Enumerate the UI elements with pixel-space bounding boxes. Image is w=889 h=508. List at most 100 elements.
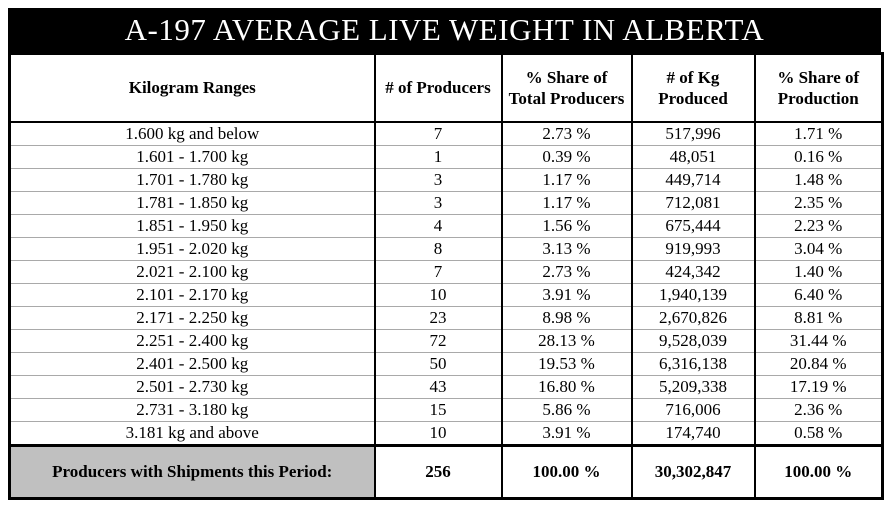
cell-kg: 919,993 bbox=[630, 237, 756, 261]
table-body: 1.600 kg and below 7 2.73 % 517,996 1.71 % 1… bbox=[8, 122, 884, 446]
cell-share-producers: 2.73 % bbox=[500, 122, 633, 146]
column-header-share-total-producers: % Share of Total Producers bbox=[500, 53, 633, 123]
cell-producers: 72 bbox=[373, 329, 503, 353]
cell-producers: 23 bbox=[373, 306, 503, 330]
cell-producers: 15 bbox=[373, 398, 503, 422]
table-row: 2.401 - 2.500 kg 50 19.53 % 6,316,138 20.84 … bbox=[8, 352, 884, 376]
cell-share-producers: 5.86 % bbox=[500, 398, 633, 422]
table-row: 1.781 - 1.850 kg 3 1.17 % 712,081 2.35 % bbox=[8, 191, 884, 215]
cell-share-production: 1.71 % bbox=[753, 122, 884, 146]
table-row: 1.851 - 1.950 kg 4 1.56 % 675,444 2.23 % bbox=[8, 214, 884, 238]
cell-share-production: 0.16 % bbox=[753, 145, 884, 169]
cell-kg: 424,342 bbox=[630, 260, 756, 284]
table-footer: Producers with Shipments this Period: 25… bbox=[8, 444, 884, 499]
cell-share-production: 1.48 % bbox=[753, 168, 884, 192]
table-row: 2.021 - 2.100 kg 7 2.73 % 424,342 1.40 % bbox=[8, 260, 884, 284]
cell-range: 1.951 - 2.020 kg bbox=[8, 237, 376, 261]
cell-range: 2.171 - 2.250 kg bbox=[8, 306, 376, 330]
cell-range: 1.600 kg and below bbox=[8, 122, 376, 146]
cell-share-producers: 3.91 % bbox=[500, 421, 633, 446]
cell-producers: 3 bbox=[373, 191, 503, 215]
cell-share-production: 2.36 % bbox=[753, 398, 884, 422]
cell-range: 1.701 - 1.780 kg bbox=[8, 168, 376, 192]
cell-share-production: 31.44 % bbox=[753, 329, 884, 353]
cell-share-producers: 19.53 % bbox=[500, 352, 633, 376]
cell-range: 1.601 - 1.700 kg bbox=[8, 145, 376, 169]
cell-kg: 174,740 bbox=[630, 421, 756, 446]
cell-kg: 5,209,338 bbox=[630, 375, 756, 399]
cell-kg: 449,714 bbox=[630, 168, 756, 192]
column-header-kg-produced: # of Kg Produced bbox=[630, 53, 756, 123]
table-row: 1.601 - 1.700 kg 1 0.39 % 48,051 0.16 % bbox=[8, 145, 884, 169]
cell-share-producers: 0.39 % bbox=[500, 145, 633, 169]
cell-share-producers: 1.56 % bbox=[500, 214, 633, 238]
cell-producers: 43 bbox=[373, 375, 503, 399]
cell-share-producers: 1.17 % bbox=[500, 191, 633, 215]
column-header-kilogram-ranges: Kilogram Ranges bbox=[8, 53, 376, 123]
table-header: Kilogram Ranges # of Producers % Share o… bbox=[8, 53, 884, 123]
cell-kg: 517,996 bbox=[630, 122, 756, 146]
cell-producers: 10 bbox=[373, 421, 503, 446]
table-row: 1.951 - 2.020 kg 8 3.13 % 919,993 3.04 % bbox=[8, 237, 884, 261]
totals-producers: 256 bbox=[373, 444, 503, 499]
cell-range: 1.781 - 1.850 kg bbox=[8, 191, 376, 215]
cell-range: 2.501 - 2.730 kg bbox=[8, 375, 376, 399]
header-row: Kilogram Ranges # of Producers % Share o… bbox=[8, 53, 884, 123]
table-row: 3.181 kg and above 10 3.91 % 174,740 0.58 % bbox=[8, 421, 884, 446]
cell-share-producers: 3.13 % bbox=[500, 237, 633, 261]
cell-kg: 716,006 bbox=[630, 398, 756, 422]
cell-producers: 7 bbox=[373, 122, 503, 146]
table-row: 2.101 - 2.170 kg 10 3.91 % 1,940,139 6.40 % bbox=[8, 283, 884, 307]
cell-share-producers: 2.73 % bbox=[500, 260, 633, 284]
cell-range: 2.401 - 2.500 kg bbox=[8, 352, 376, 376]
cell-share-producers: 16.80 % bbox=[500, 375, 633, 399]
cell-kg: 6,316,138 bbox=[630, 352, 756, 376]
table-row: 2.501 - 2.730 kg 43 16.80 % 5,209,338 17.19 … bbox=[8, 375, 884, 399]
cell-range: 2.251 - 2.400 kg bbox=[8, 329, 376, 353]
table-row: 2.171 - 2.250 kg 23 8.98 % 2,670,826 8.81 % bbox=[8, 306, 884, 330]
live-weight-table: Kilogram Ranges # of Producers % Share o… bbox=[8, 52, 884, 500]
cell-share-production: 0.58 % bbox=[753, 421, 884, 446]
cell-kg: 675,444 bbox=[630, 214, 756, 238]
table-row: 2.251 - 2.400 kg 72 28.13 % 9,528,039 31.44 … bbox=[8, 329, 884, 353]
table-title: A-197 AVERAGE LIVE WEIGHT IN ALBERTA bbox=[8, 8, 881, 52]
cell-range: 2.101 - 2.170 kg bbox=[8, 283, 376, 307]
cell-share-production: 3.04 % bbox=[753, 237, 884, 261]
cell-share-production: 17.19 % bbox=[753, 375, 884, 399]
totals-share-producers: 100.00 % bbox=[500, 444, 633, 499]
cell-share-production: 2.35 % bbox=[753, 191, 884, 215]
cell-share-producers: 3.91 % bbox=[500, 283, 633, 307]
cell-share-production: 8.81 % bbox=[753, 306, 884, 330]
cell-kg: 1,940,139 bbox=[630, 283, 756, 307]
cell-kg: 712,081 bbox=[630, 191, 756, 215]
totals-kg: 30,302,847 bbox=[630, 444, 756, 499]
cell-kg: 2,670,826 bbox=[630, 306, 756, 330]
cell-range: 3.181 kg and above bbox=[8, 421, 376, 446]
cell-share-production: 2.23 % bbox=[753, 214, 884, 238]
cell-share-production: 6.40 % bbox=[753, 283, 884, 307]
column-header-num-producers: # of Producers bbox=[373, 53, 503, 123]
cell-producers: 7 bbox=[373, 260, 503, 284]
cell-range: 1.851 - 1.950 kg bbox=[8, 214, 376, 238]
cell-range: 2.731 - 3.180 kg bbox=[8, 398, 376, 422]
cell-kg: 9,528,039 bbox=[630, 329, 756, 353]
cell-producers: 4 bbox=[373, 214, 503, 238]
cell-share-production: 20.84 % bbox=[753, 352, 884, 376]
table-row: 2.731 - 3.180 kg 15 5.86 % 716,006 2.36 % bbox=[8, 398, 884, 422]
table-row: 1.600 kg and below 7 2.73 % 517,996 1.71 % bbox=[8, 122, 884, 146]
cell-producers: 1 bbox=[373, 145, 503, 169]
cell-share-producers: 28.13 % bbox=[500, 329, 633, 353]
cell-share-production: 1.40 % bbox=[753, 260, 884, 284]
totals-label: Producers with Shipments this Period: bbox=[8, 444, 376, 499]
totals-share-production: 100.00 % bbox=[753, 444, 884, 499]
cell-producers: 50 bbox=[373, 352, 503, 376]
totals-row: Producers with Shipments this Period: 25… bbox=[8, 444, 884, 499]
cell-share-producers: 1.17 % bbox=[500, 168, 633, 192]
cell-kg: 48,051 bbox=[630, 145, 756, 169]
cell-producers: 8 bbox=[373, 237, 503, 261]
column-header-share-production: % Share of Production bbox=[753, 53, 884, 123]
cell-share-producers: 8.98 % bbox=[500, 306, 633, 330]
cell-producers: 3 bbox=[373, 168, 503, 192]
table-row: 1.701 - 1.780 kg 3 1.17 % 449,714 1.48 % bbox=[8, 168, 884, 192]
